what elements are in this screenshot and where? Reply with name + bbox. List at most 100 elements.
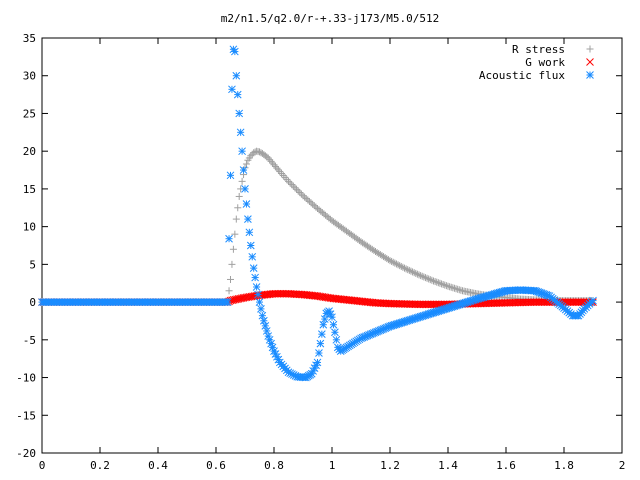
x-tick-label: 0.6 [206,459,226,472]
data-point [233,90,242,99]
data-point [270,161,278,169]
data-point [447,283,455,291]
data-point [225,234,233,243]
y-axis: -20 -15 -10 -5 0 5 10 15 20 25 30 35 [16,32,622,460]
data-point [388,257,396,265]
data-point [258,311,267,320]
data-point [418,272,426,280]
data-point [309,200,317,208]
data-point [248,252,257,261]
data-point [236,294,245,303]
data-point [273,164,281,172]
data-point [421,274,429,282]
data-point [251,273,260,282]
x-tick-label: 0.4 [148,459,168,472]
data-point [231,230,239,238]
data-point [412,269,420,277]
data-point [233,295,241,304]
data-point [449,284,457,292]
data-point [315,349,323,357]
data-point [457,286,465,294]
data-point [238,177,246,185]
data-point [413,270,421,278]
data-point [237,294,246,303]
data-point [225,287,233,295]
data-point [420,273,428,281]
x-tick-label: 0 [39,459,46,472]
y-tick-label: 5 [29,258,36,271]
data-point [397,262,405,270]
data-point [234,295,243,303]
data-point [262,327,271,335]
data-point [415,271,423,279]
data-point [285,177,292,185]
data-point [305,197,313,205]
data-point [257,305,265,313]
data-point [409,268,417,276]
data-point [259,316,268,325]
data-point [407,267,415,275]
y-tick-label: 15 [23,183,36,196]
data-point [455,286,463,294]
data-point [269,159,277,167]
y-tick-label: -5 [23,334,36,347]
data-point [286,179,294,187]
legend-label: R stress [512,43,565,56]
data-point [238,147,246,156]
data-point [438,280,446,288]
data-point [441,281,449,289]
x-tick-label: 0.8 [264,459,284,472]
data-point [261,322,270,330]
data-point [392,260,400,268]
data-point [266,156,274,164]
y-tick-label: -20 [16,447,36,460]
data-point [317,330,326,339]
y-tick-label: 20 [23,145,36,158]
data-point [254,290,262,299]
data-point [246,241,255,250]
data-point [428,276,436,284]
data-point [425,275,433,283]
data-point [436,279,444,287]
data-point [234,204,242,212]
data-point [302,195,310,203]
data-point [231,295,240,304]
data-point [242,200,251,208]
data-point [247,152,255,160]
data-point [271,162,279,170]
data-point [274,166,282,174]
data-point [296,189,304,197]
x-tick-label: 1.6 [496,459,516,472]
data-point [434,279,442,287]
data-point [313,358,322,367]
legend-marker [586,58,594,66]
data-point [439,280,447,288]
data-point [332,335,341,344]
data-point [417,272,425,280]
data-point [589,296,597,305]
data-point [255,298,264,306]
legend-marker [586,71,594,79]
x-tick-label: 1.4 [438,459,458,472]
data-point [307,199,315,207]
data-point [329,320,338,329]
data-point [297,190,305,198]
data-point [444,282,452,290]
series-acoustic-flux [38,45,597,382]
data-point [316,339,325,348]
y-tick-label: 10 [23,221,36,234]
data-point [399,263,407,271]
data-point [235,109,244,118]
data-point [331,328,339,337]
data-point [386,257,394,265]
data-point [389,258,397,266]
x-axis: 0 0.2 0.4 0.6 0.8 1 1.2 1.4 1.6 1.8 2 [39,38,625,472]
data-point [446,283,454,291]
x-tick-label: 1 [329,459,336,472]
data-point [454,285,462,293]
data-point [226,171,235,180]
data-point [293,185,301,193]
legend-marker [586,45,594,53]
